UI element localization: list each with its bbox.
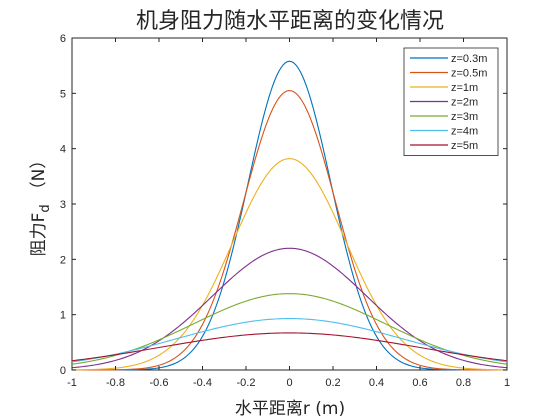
y-axis-ticks: 0 1 2 3 4 5 6: [60, 33, 507, 377]
x-tick-label: 0.4: [369, 377, 384, 389]
series-line-6: [71, 317, 508, 363]
x-tick-label: 0: [286, 377, 292, 389]
y-tick-label: 5: [60, 88, 66, 100]
series-line-4: [71, 247, 508, 369]
y-tick-label: 2: [60, 254, 66, 266]
x-tick-label: -0.6: [150, 377, 169, 389]
legend-entry-5: z=3m: [451, 111, 478, 123]
y-axis-label-subscript: d: [38, 204, 53, 212]
svg-text:阻力Fd（N）: 阻力Fd （N）: [29, 152, 53, 257]
y-axis-label: 阻力Fd （N）: [29, 152, 53, 257]
x-axis-label: 水平距离r (m): [235, 399, 345, 419]
series-line-5: [71, 293, 508, 365]
legend-entry-3: z=1m: [451, 82, 478, 94]
y-axis-label-unit: （N）: [29, 152, 49, 199]
x-tick-label: 0.8: [456, 377, 471, 389]
y-tick-label: 0: [60, 365, 66, 377]
legend-entry-6: z=4m: [451, 126, 478, 138]
y-tick-label: 4: [60, 144, 66, 156]
y-axis-label-main: 阻力F: [29, 213, 49, 257]
y-tick-label: 6: [60, 33, 66, 45]
legend-entry-2: z=0.5m: [451, 68, 487, 80]
series-line-3: [71, 158, 508, 371]
series-line-1: [72, 60, 507, 371]
x-tick-label: -0.4: [193, 377, 212, 389]
x-tick-label: -0.2: [237, 377, 256, 389]
legend: z=0.3m z=0.5m z=1m z=2m z=3m z=4m z=5m: [403, 47, 499, 156]
series-line-7: [71, 332, 508, 362]
legend-entry-1: z=0.3m: [451, 53, 487, 65]
series-lines: [71, 60, 508, 371]
chart-title: 机身阻力随水平距离的变化情况: [136, 9, 444, 34]
x-tick-label: -1: [67, 377, 77, 389]
legend-entry-4: z=2m: [451, 97, 478, 109]
y-tick-label: 3: [60, 199, 66, 211]
x-tick-label: -0.8: [106, 377, 125, 389]
legend-entry-7: z=5m: [451, 140, 478, 152]
y-tick-label: 1: [60, 310, 66, 322]
x-tick-label: 0.6: [412, 377, 427, 389]
x-tick-label: 0.2: [325, 377, 340, 389]
x-axis-ticks: -1 -0.8 -0.6 -0.4 -0.2 0 0.2 0.4 0.6 0.8 1: [67, 38, 510, 389]
series-line-2: [72, 90, 507, 371]
x-tick-label: 1: [504, 377, 510, 389]
